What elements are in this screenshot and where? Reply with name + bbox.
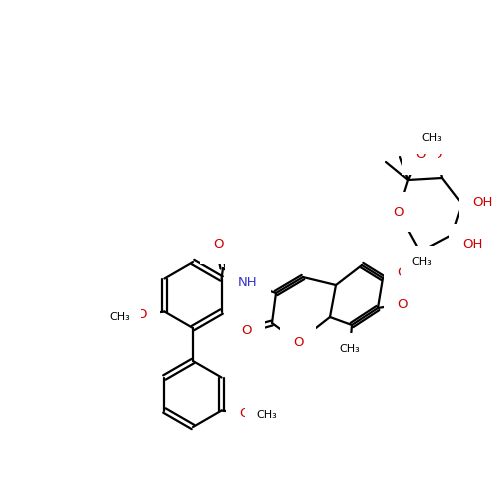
- Text: OH: OH: [472, 196, 492, 208]
- Text: O: O: [393, 206, 403, 218]
- Text: O: O: [415, 148, 425, 162]
- Text: CH₃: CH₃: [109, 312, 130, 322]
- Text: O: O: [240, 407, 250, 420]
- Text: CH₃: CH₃: [412, 257, 432, 267]
- Text: O: O: [432, 148, 442, 162]
- Text: O: O: [136, 308, 146, 321]
- Text: CH₃: CH₃: [256, 410, 277, 420]
- Text: OH: OH: [462, 238, 482, 250]
- Text: CH₃: CH₃: [426, 132, 448, 142]
- Text: CH₃: CH₃: [340, 344, 360, 354]
- Text: O: O: [242, 324, 252, 336]
- Text: O: O: [293, 336, 303, 348]
- Text: O: O: [213, 238, 223, 250]
- Text: O: O: [397, 298, 407, 310]
- Text: O: O: [397, 266, 407, 278]
- Text: CH₃: CH₃: [422, 133, 442, 143]
- Text: NH: NH: [238, 276, 258, 289]
